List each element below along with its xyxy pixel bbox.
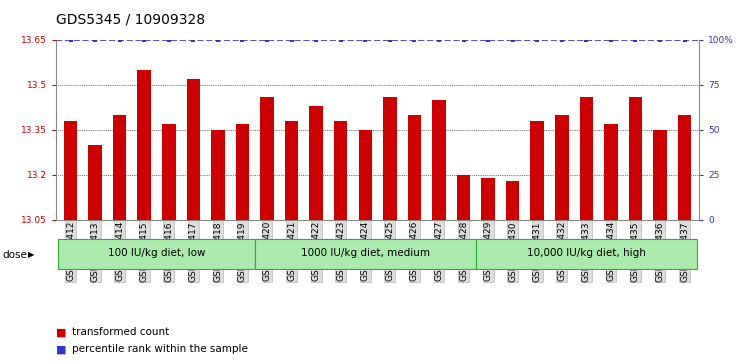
Bar	[211, 130, 225, 220]
Bar	[89, 145, 102, 220]
Bar	[310, 106, 323, 220]
Bar	[555, 115, 568, 220]
Bar	[236, 124, 249, 220]
Text: 1000 IU/kg diet, medium: 1000 IU/kg diet, medium	[301, 248, 430, 258]
Bar	[457, 175, 470, 220]
Bar	[604, 124, 618, 220]
Bar	[481, 178, 495, 220]
Text: ■: ■	[56, 327, 66, 337]
Text: 10,000 IU/kg diet, high: 10,000 IU/kg diet, high	[527, 248, 646, 258]
Bar	[408, 115, 421, 220]
Text: dose: dose	[2, 250, 27, 260]
Bar	[359, 130, 372, 220]
Text: transformed count: transformed count	[72, 327, 170, 337]
Bar	[162, 124, 176, 220]
Bar	[260, 97, 274, 220]
Bar	[64, 121, 77, 220]
Text: ▶: ▶	[28, 250, 35, 259]
Bar	[580, 97, 593, 220]
Text: GDS5345 / 10909328: GDS5345 / 10909328	[56, 13, 205, 27]
Bar	[653, 130, 667, 220]
Bar	[187, 79, 200, 220]
Bar	[113, 115, 126, 220]
Text: percentile rank within the sample: percentile rank within the sample	[72, 344, 248, 354]
FancyBboxPatch shape	[476, 240, 697, 269]
Bar	[629, 97, 642, 220]
Bar	[383, 97, 397, 220]
Bar	[678, 115, 691, 220]
Bar	[285, 121, 298, 220]
Bar	[432, 100, 446, 220]
Bar	[530, 121, 544, 220]
Text: 100 IU/kg diet, low: 100 IU/kg diet, low	[108, 248, 205, 258]
Text: ■: ■	[56, 344, 66, 354]
FancyBboxPatch shape	[58, 240, 254, 269]
Bar	[506, 181, 519, 220]
Bar	[334, 121, 347, 220]
Bar	[138, 70, 151, 220]
FancyBboxPatch shape	[254, 240, 476, 269]
